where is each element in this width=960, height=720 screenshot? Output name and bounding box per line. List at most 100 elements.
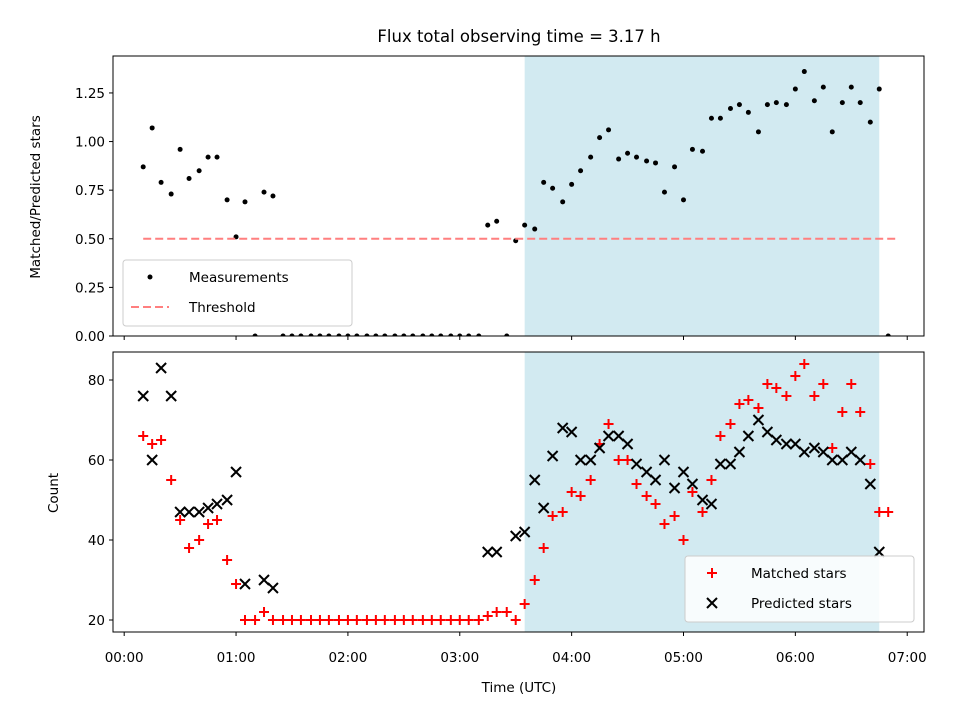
point-matched-stars: [212, 515, 223, 525]
point-measurements: [289, 333, 295, 336]
point-matched-stars: [389, 615, 400, 625]
point-measurements: [700, 148, 706, 154]
point-matched-stars: [715, 431, 726, 441]
point-predicted-stars: [826, 454, 838, 466]
point-measurements: [177, 146, 183, 152]
panel-count: 20 40 60 80 00:00 01:00 02:00 03:00 04:00 05:00 06…: [88, 351, 927, 666]
point-measurements: [717, 115, 723, 121]
point-measurements: [261, 189, 267, 195]
point-matched-stars: [491, 607, 502, 617]
point-measurements: [457, 333, 463, 336]
point-matched-stars: [809, 391, 820, 401]
point-predicted-stars: [845, 446, 857, 458]
point-matched-stars: [370, 615, 381, 625]
point-measurements: [644, 158, 650, 164]
point-matched-stars: [482, 611, 493, 621]
point-matched-stars: [734, 399, 745, 409]
point-predicted-stars: [593, 442, 606, 454]
point-matched-stars: [519, 599, 530, 609]
point-measurements: [606, 127, 612, 133]
point-measurements: [196, 168, 202, 174]
point-measurements: [829, 129, 835, 135]
point-predicted-stars: [630, 458, 643, 470]
point-measurements: [186, 176, 192, 181]
point-matched-stars: [697, 507, 708, 517]
marks-group: [140, 69, 899, 336]
point-matched-stars: [407, 615, 418, 625]
point-measurements: [168, 191, 174, 197]
point-matched-stars: [147, 439, 158, 449]
point-measurements: [522, 222, 528, 228]
point-predicted-stars: [267, 582, 279, 594]
point-matched-stars: [855, 407, 866, 417]
point-predicted-stars: [621, 438, 634, 450]
point-measurements: [410, 333, 416, 336]
point-matched-stars: [613, 455, 624, 465]
point-matched-stars: [874, 507, 885, 517]
y-tick-label: 1.25: [75, 86, 105, 102]
point-predicted-stars: [584, 454, 597, 466]
point-matched-stars: [305, 615, 316, 625]
point-matched-stars: [781, 391, 792, 401]
y-tick-label: 60: [88, 453, 105, 469]
point-matched-stars: [463, 615, 474, 625]
point-measurements: [541, 179, 547, 185]
y-tick-label: 20: [88, 613, 105, 629]
point-matched-stars: [454, 615, 465, 625]
point-matched-stars: [837, 407, 848, 417]
y-tick-label: 0.00: [75, 329, 105, 345]
x-tick-label: 04:00: [552, 650, 591, 666]
point-matched-stars: [138, 431, 149, 441]
point-predicted-stars: [798, 446, 811, 458]
point-predicted-stars: [836, 454, 849, 466]
point-matched-stars: [725, 419, 736, 429]
point-measurements: [597, 135, 603, 141]
point-predicted-stars: [864, 478, 877, 490]
point-measurements: [485, 222, 491, 228]
point-matched-stars: [435, 615, 446, 625]
point-predicted-stars: [165, 390, 177, 402]
point-measurements: [401, 333, 407, 336]
point-matched-stars: [790, 371, 801, 381]
point-matched-stars: [575, 491, 586, 501]
point-predicted-stars: [137, 390, 149, 402]
point-matched-stars: [295, 615, 306, 625]
point-matched-stars: [669, 511, 680, 521]
point-matched-stars: [342, 615, 353, 625]
y-tick-label: 40: [88, 533, 105, 549]
point-predicted-stars: [789, 438, 802, 450]
point-measurements: [708, 115, 714, 121]
legend-box: [122, 259, 353, 327]
point-measurements: [634, 154, 640, 160]
point-measurements: [532, 226, 538, 232]
legend-label: Measurements: [189, 270, 289, 286]
highlight-region: [524, 56, 880, 336]
point-measurements: [149, 125, 155, 131]
point-predicted-stars: [602, 430, 615, 442]
point-predicted-stars: [146, 454, 158, 466]
point-matched-stars: [267, 615, 278, 625]
point-matched-stars: [426, 615, 437, 625]
point-matched-stars: [286, 615, 297, 625]
point-predicted-stars: [854, 454, 866, 466]
point-predicted-stars: [817, 446, 830, 458]
point-predicted-stars: [873, 546, 885, 558]
point-predicted-stars: [640, 466, 653, 478]
point-matched-stars: [743, 395, 754, 405]
point-measurements: [326, 333, 332, 336]
panel-ratio: 0.00 0.25 0.50 0.75 1.00 1.25 Measurements Thre…: [75, 55, 925, 345]
point-matched-stars: [510, 615, 521, 625]
point-matched-stars: [827, 443, 838, 453]
y-tick-label: 1.00: [75, 135, 105, 151]
point-measurements: [811, 98, 817, 104]
point-predicted-stars: [239, 578, 251, 590]
point-matched-stars: [585, 475, 596, 485]
point-matched-stars: [361, 615, 372, 625]
point-matched-stars: [603, 419, 614, 429]
point-matched-stars: [622, 455, 633, 465]
point-measurements: [653, 160, 659, 166]
point-measurements: [764, 102, 770, 108]
point-measurements: [224, 197, 230, 203]
point-measurements: [727, 106, 733, 111]
